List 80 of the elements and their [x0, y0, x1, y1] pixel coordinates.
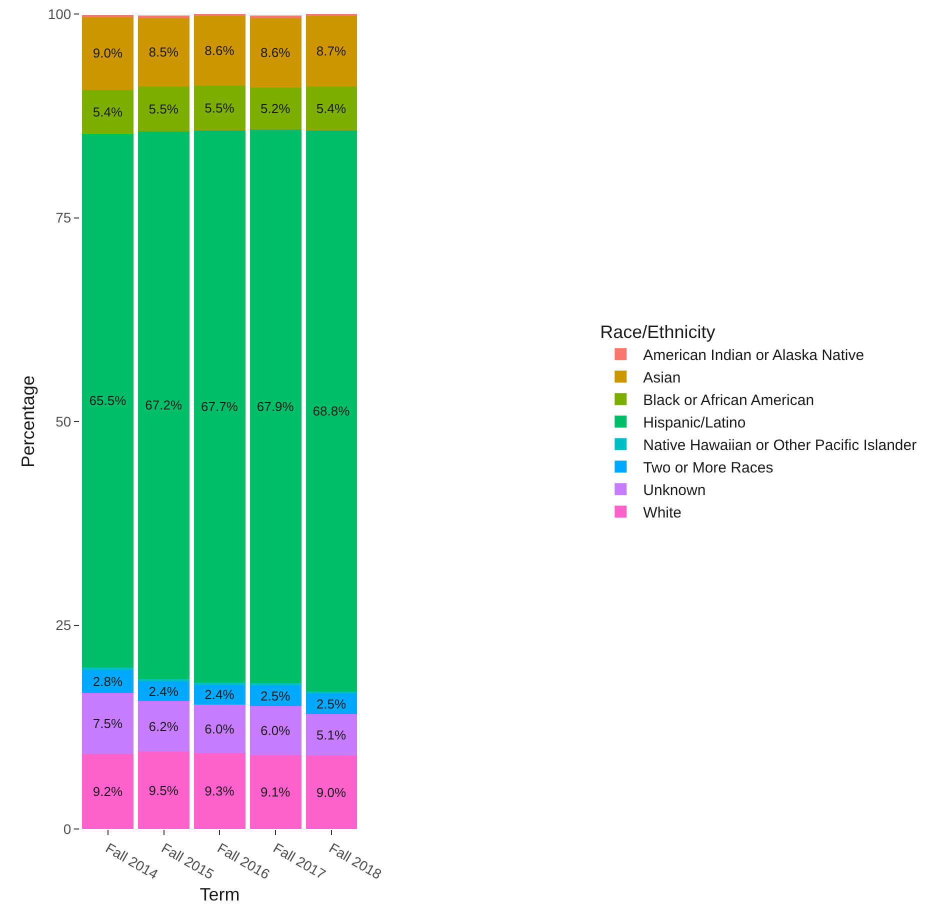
data-label: 2.4%: [148, 684, 179, 699]
bar: [138, 17, 190, 87]
data-label: 67.2%: [145, 398, 182, 413]
data-label: 9.1%: [260, 784, 291, 800]
bar: [138, 701, 190, 752]
legend-label: Two or More Races: [643, 460, 774, 476]
legend-label: Black or African American: [643, 392, 814, 409]
legend-label: American Indian or Alaska Native: [643, 347, 864, 364]
y-axis-title: Percentage: [18, 375, 38, 468]
data-label: 5.1%: [316, 727, 346, 742]
data-label: 5.5%: [204, 100, 235, 116]
bar: [138, 752, 190, 829]
bar: [82, 90, 134, 134]
data-label: 8.5%: [148, 44, 179, 60]
x-tick-label: Fall 2017: [270, 840, 329, 882]
bar: [250, 17, 302, 88]
bar: [194, 682, 246, 685]
bar: [82, 134, 134, 668]
bar: [138, 131, 190, 680]
legend-label: Unknown: [643, 482, 706, 499]
data-label: 9.3%: [204, 784, 235, 799]
data-label: 7.5%: [92, 716, 123, 731]
legend-title: Race/Ethnicity: [600, 322, 716, 342]
data-label: 2.8%: [92, 674, 123, 689]
bar: [82, 692, 134, 754]
legend-label: Native Hawaiian or Other Pacific Islander: [643, 437, 917, 454]
y-tick-label: 75: [56, 210, 72, 226]
y-tick-label: 25: [56, 617, 72, 634]
legend-label: White: [643, 504, 682, 522]
data-label: 6.2%: [148, 718, 179, 734]
data-label: 67.7%: [201, 398, 238, 414]
x-tick-label: Fall 2016: [214, 840, 273, 882]
bar: [82, 670, 134, 693]
bar: [250, 754, 302, 829]
data-label: 9.0%: [316, 784, 346, 800]
data-label: 6.0%: [204, 721, 235, 736]
bar: [82, 668, 134, 670]
bar: [250, 130, 302, 684]
data-label: 2.5%: [316, 696, 346, 712]
y-tick-label: 0: [63, 820, 72, 837]
x-tick-label: Fall 2018: [326, 840, 385, 882]
x-tick-label: Fall 2015: [158, 840, 217, 882]
data-label: 8.7%: [316, 44, 346, 59]
data-label: 5.2%: [260, 101, 291, 116]
data-label: 2.5%: [260, 688, 291, 704]
y-tick-label: 50: [56, 413, 72, 430]
bar: [306, 130, 358, 692]
bar: [82, 16, 134, 90]
data-label: 67.9%: [256, 398, 294, 414]
bar: [82, 754, 134, 829]
bar: [306, 16, 358, 87]
x-axis-title: Term: [200, 884, 240, 904]
bar: [138, 86, 190, 132]
bar: [306, 714, 358, 756]
data-label: 8.6%: [260, 44, 291, 60]
bar: [194, 16, 246, 86]
data-label: 9.2%: [92, 784, 123, 800]
data-label: 5.4%: [92, 104, 123, 120]
data-label: 9.5%: [148, 782, 179, 798]
legend-label: Asian: [643, 370, 681, 386]
data-label: 8.6%: [204, 43, 235, 58]
bar: [306, 86, 358, 131]
data-label: 65.5%: [89, 393, 127, 408]
data-label: 9.0%: [92, 46, 123, 61]
bar: [194, 86, 246, 131]
bar: [250, 87, 302, 130]
data-label: 2.4%: [204, 687, 235, 702]
bar: [194, 753, 246, 829]
x-tick-label: Fall 2014: [102, 840, 161, 882]
data-label: 6.0%: [260, 722, 291, 738]
bar: [250, 683, 302, 686]
y-tick-label: 100: [48, 6, 72, 22]
bar: [306, 756, 358, 829]
data-label: 5.4%: [316, 101, 346, 116]
legend-label: Hispanic/Latino: [643, 414, 746, 432]
bar: [194, 130, 246, 682]
data-label: 5.5%: [148, 101, 179, 116]
bar: [250, 706, 302, 755]
bar: [194, 704, 246, 754]
data-label: 68.8%: [312, 403, 350, 418]
